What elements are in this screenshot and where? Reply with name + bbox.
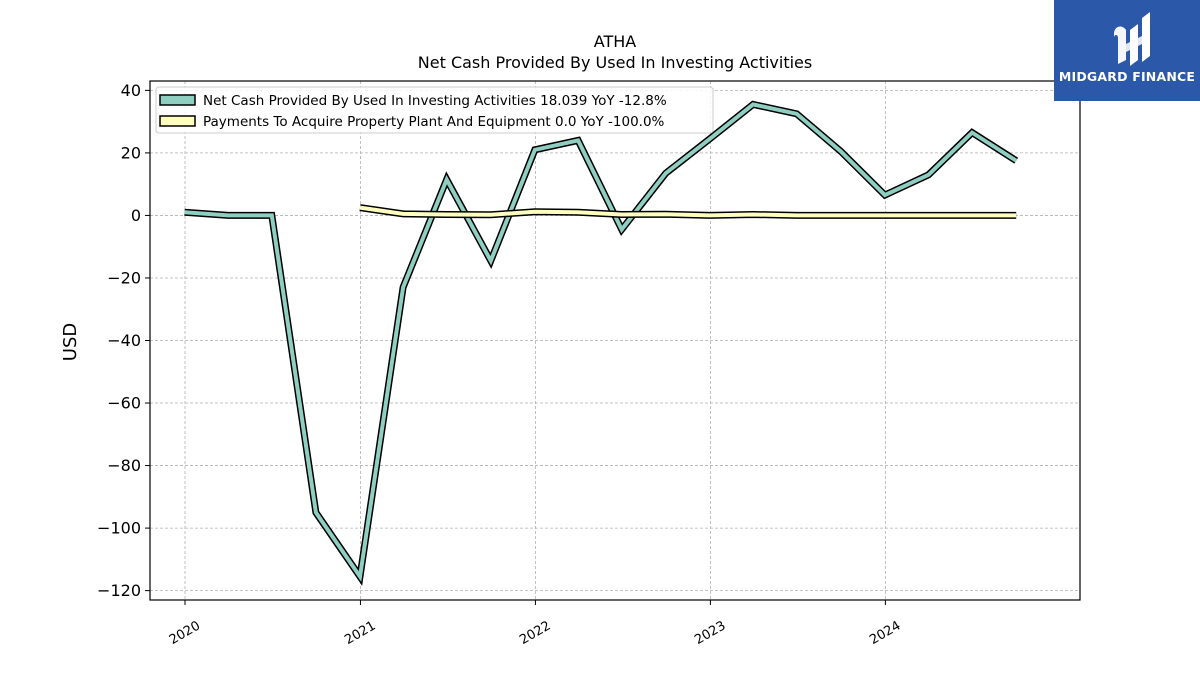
y-tick-label: −60 — [107, 394, 141, 413]
x-tick-label: 2023 — [692, 618, 728, 648]
grid — [150, 81, 1080, 600]
legend-label-2: Payments To Acquire Property Plant And E… — [203, 114, 665, 130]
brand-mark-icon — [1114, 12, 1150, 66]
legend-swatch-2 — [159, 115, 196, 127]
x-axis: 2020 2021 2022 2023 2024 — [167, 600, 903, 648]
legend: Net Cash Provided By Used In Investing A… — [155, 86, 714, 134]
y-tick-label: −40 — [107, 331, 141, 350]
y-tick-label: −120 — [97, 581, 141, 600]
y-tick-label: 40 — [121, 81, 141, 100]
x-tick-label: 2024 — [867, 618, 903, 648]
x-tick-label: 2020 — [167, 618, 203, 648]
y-tick-label: −80 — [107, 456, 141, 475]
y-tick-label: 20 — [121, 143, 141, 162]
y-axis-label: USD — [60, 323, 81, 361]
series-group — [184, 100, 1019, 586]
y-tick-label: −20 — [107, 268, 141, 287]
brand-name: MIDGARD FINANCE — [1058, 69, 1196, 84]
x-tick-label: 2021 — [342, 618, 378, 648]
chart-title: ATHA — [594, 32, 637, 51]
chart-subtitle: Net Cash Provided By Used In Investing A… — [418, 53, 812, 72]
legend-label-1: Net Cash Provided By Used In Investing A… — [203, 93, 667, 109]
y-tick-label: −100 — [97, 519, 141, 538]
legend-box — [155, 86, 714, 134]
x-tick-label: 2022 — [517, 618, 553, 648]
series-line-2 — [359, 205, 1017, 218]
y-tick-label: 0 — [131, 206, 141, 225]
legend-swatch-1 — [159, 94, 196, 106]
brand-logo: MIDGARD FINANCE — [1054, 0, 1200, 101]
y-axis: 40 20 0 −20 −40 −60 −80 −100 −120 — [97, 81, 150, 600]
series-line-1 — [184, 102, 1018, 582]
